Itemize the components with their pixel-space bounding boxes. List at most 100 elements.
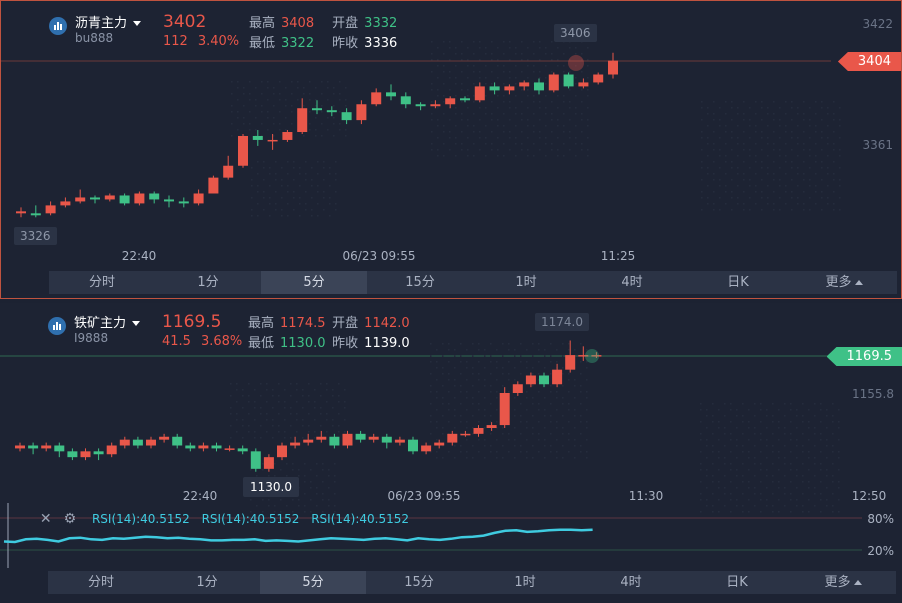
instrument-selector[interactable]: 沥青主力	[75, 12, 142, 31]
tab-timeshare[interactable]: 分时	[87, 575, 114, 590]
backdrop-dot	[332, 407, 334, 409]
backdrop-dot	[449, 137, 451, 139]
tab-timeshare[interactable]: 分时	[88, 275, 115, 290]
backdrop-dot	[255, 105, 257, 107]
backdrop-dot	[809, 185, 811, 187]
backdrop-dot	[724, 457, 726, 459]
tab-1min[interactable]: 1分	[197, 275, 219, 290]
tab-1hour[interactable]: 1时	[515, 275, 537, 290]
tab-1hour[interactable]: 1时	[514, 575, 536, 590]
backdrop-dot	[496, 451, 498, 453]
candle-body	[394, 439, 405, 443]
backdrop-dot	[713, 101, 715, 103]
tab-15min[interactable]: 15分	[405, 275, 435, 290]
backdrop-dot	[544, 385, 546, 387]
backdrop-dot	[820, 493, 822, 495]
backdrop-dot	[275, 191, 277, 193]
backdrop-dot	[305, 191, 307, 193]
backdrop-dot	[820, 409, 822, 411]
backdrop-dot	[707, 197, 709, 199]
backdrop-dot	[796, 487, 798, 489]
backdrop-dot	[784, 433, 786, 435]
tab-1min[interactable]: 1分	[196, 575, 218, 590]
candle-body	[75, 197, 86, 202]
backdrop-dot	[260, 425, 262, 427]
backdrop-dot	[286, 505, 288, 507]
backdrop-dot	[539, 41, 541, 43]
backdrop-dot	[305, 173, 307, 175]
backdrop-dot	[485, 83, 487, 85]
backdrop-dot	[461, 41, 463, 43]
backdrop-dot	[766, 409, 768, 411]
backdrop-dot	[712, 463, 714, 465]
settings-icon[interactable]: ⚙	[63, 511, 77, 527]
backdrop-dot	[286, 463, 288, 465]
candlestick-chart[interactable]	[1, 1, 901, 298]
backdrop-dot	[311, 209, 313, 211]
backdrop-dot	[580, 451, 582, 453]
backdrop-dot	[515, 143, 517, 145]
backdrop-dot	[314, 389, 316, 391]
tab-4hour[interactable]: 4时	[620, 575, 642, 590]
backdrop-dot	[261, 111, 263, 113]
backdrop-dot	[467, 65, 469, 67]
backdrop-dot	[503, 65, 505, 67]
backdrop-dot	[466, 421, 468, 423]
backdrop-dot	[707, 173, 709, 175]
rsi-legend: ✕ ⚙ RSI(14):40.5152 RSI(14):40.5152 RSI(1…	[6, 511, 417, 527]
tab-more[interactable]: 更多	[791, 271, 897, 294]
backdrop-dot	[442, 343, 444, 345]
backdrop-dot	[737, 155, 739, 157]
backdrop-dot	[327, 117, 329, 119]
backdrop-dot	[760, 403, 762, 405]
backdrop-dot	[520, 373, 522, 375]
backdrop-dot	[539, 47, 541, 49]
backdrop-dot	[587, 155, 589, 157]
backdrop-dot	[472, 367, 474, 369]
tab-5min[interactable]: 5分	[260, 571, 366, 594]
backdrop-dot	[320, 407, 322, 409]
tab-15min[interactable]: 15分	[404, 575, 434, 590]
tab-daily[interactable]: 日K	[726, 575, 748, 590]
backdrop-dot	[334, 481, 336, 483]
backdrop-dot	[266, 431, 268, 433]
close-icon[interactable]: ✕	[39, 511, 52, 527]
backdrop-dot	[808, 481, 810, 483]
backdrop-dot	[790, 469, 792, 471]
backdrop-dot	[700, 451, 702, 453]
backdrop-dot	[526, 451, 528, 453]
backdrop-dot	[527, 59, 529, 61]
candlestick-chart[interactable]	[0, 303, 902, 603]
backdrop-dot	[345, 135, 347, 137]
backdrop-dot	[448, 379, 450, 381]
backdrop-dot	[748, 457, 750, 459]
backdrop-dot	[833, 149, 835, 151]
backdrop-dot	[436, 457, 438, 459]
tab-5min[interactable]: 5分	[261, 271, 367, 294]
backdrop-dot	[285, 105, 287, 107]
backdrop-dot	[827, 185, 829, 187]
backdrop-dot	[743, 119, 745, 121]
backdrop-dot	[724, 493, 726, 495]
backdrop-dot	[832, 421, 834, 423]
backdrop-dot	[826, 487, 828, 489]
backdrop-dot	[778, 421, 780, 423]
candle-body	[198, 445, 209, 449]
backdrop-dot	[242, 419, 244, 421]
tab-more[interactable]: 更多	[790, 571, 896, 594]
backdrop-dot	[328, 469, 330, 471]
backdrop-dot	[532, 397, 534, 399]
tab-4hour[interactable]: 4时	[621, 275, 643, 290]
backdrop-dot	[743, 131, 745, 133]
backdrop-dot	[778, 451, 780, 453]
backdrop-dot	[266, 389, 268, 391]
instrument-selector[interactable]: 铁矿主力	[74, 312, 141, 331]
backdrop-dot	[316, 487, 318, 489]
backdrop-dot	[581, 131, 583, 133]
backdrop-dot	[305, 203, 307, 205]
backdrop-dot	[725, 131, 727, 133]
backdrop-dot	[250, 511, 252, 513]
tab-daily[interactable]: 日K	[727, 275, 749, 290]
backdrop-dot	[266, 383, 268, 385]
backdrop-dot	[700, 403, 702, 405]
